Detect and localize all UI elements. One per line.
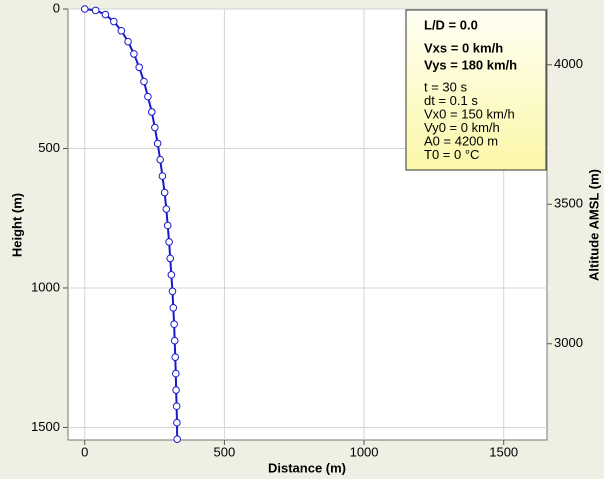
point xyxy=(160,188,169,197)
info-box xyxy=(405,9,547,171)
y2-tick-label: 3500 xyxy=(554,196,583,211)
point xyxy=(110,17,118,26)
point xyxy=(163,221,172,230)
point xyxy=(144,92,152,101)
y2-tick-label: 3000 xyxy=(554,335,583,350)
x-tick-label: 0 xyxy=(81,444,88,459)
point xyxy=(117,26,126,35)
point xyxy=(80,5,89,13)
info-text: Vxs = 0 km/h xyxy=(424,40,503,55)
info-text: Vx0 = 150 km/h xyxy=(424,106,515,121)
point xyxy=(172,386,180,394)
point xyxy=(171,353,180,361)
point xyxy=(147,108,156,116)
x-axis-title: Distance (m) xyxy=(268,460,346,475)
info-text: t = 30 s xyxy=(424,79,467,94)
y-axis-title: Height (m) xyxy=(9,193,24,257)
info-text: dt = 0.1 s xyxy=(424,93,478,108)
point xyxy=(162,205,171,213)
point xyxy=(169,303,178,312)
point xyxy=(135,63,144,72)
point xyxy=(173,435,182,443)
y2-axis-title: Altitude AMSL (m) xyxy=(586,169,601,281)
y-tick-label: 500 xyxy=(38,140,60,155)
x-tick-label: 500 xyxy=(214,444,236,459)
y2-tick-label: 4000 xyxy=(554,56,583,71)
info-text: Vy0 = 0 km/h xyxy=(424,120,500,135)
point xyxy=(153,139,162,148)
point xyxy=(130,50,138,58)
point xyxy=(170,320,178,329)
point xyxy=(124,37,132,46)
y-tick-label: 1000 xyxy=(31,279,60,294)
point xyxy=(167,271,176,279)
point xyxy=(165,238,173,246)
info-text: T0 = 0 °C xyxy=(424,147,479,162)
y-tick-label: 1500 xyxy=(31,419,60,434)
info-text: Vys = 180 km/h xyxy=(424,57,517,72)
y-tick-label: 0 xyxy=(53,0,60,15)
point xyxy=(101,10,110,19)
point xyxy=(172,402,181,411)
point xyxy=(166,254,175,263)
point xyxy=(173,418,181,427)
x-tick-label: 1500 xyxy=(489,444,518,459)
point xyxy=(140,77,148,86)
point xyxy=(158,172,167,180)
info-text: L/D = 0.0 xyxy=(424,17,478,32)
point xyxy=(172,369,180,378)
point xyxy=(151,123,159,132)
point xyxy=(156,155,164,164)
info-text: A0 = 4200 m xyxy=(424,133,498,148)
point xyxy=(168,287,177,296)
x-tick-label: 1000 xyxy=(350,444,379,459)
point xyxy=(91,6,100,15)
point xyxy=(170,336,179,345)
